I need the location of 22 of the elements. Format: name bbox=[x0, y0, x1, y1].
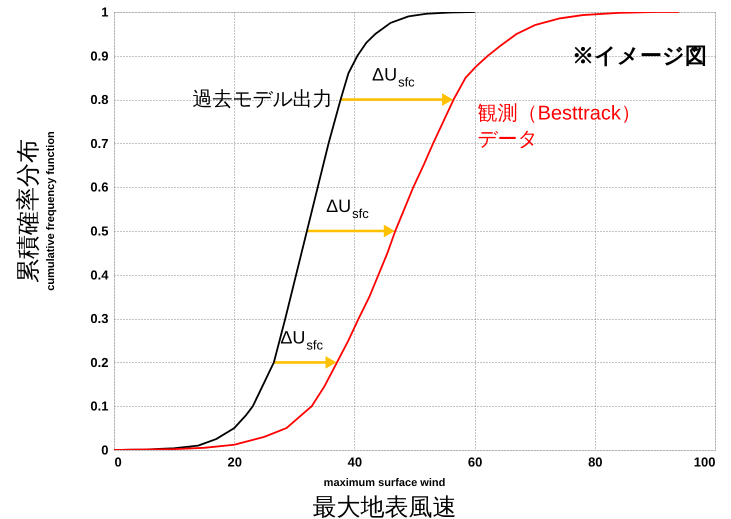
y-tick-label: 0 bbox=[101, 442, 108, 458]
series-label: 観測（Besttrack）データ bbox=[478, 102, 641, 151]
y-tick-label: 0.7 bbox=[90, 136, 108, 151]
y-tick-label: 0.2 bbox=[90, 354, 108, 370]
y-axis-title: 累積確率分布 cumulative frequency function bbox=[15, 130, 57, 291]
y-tick-label: 0.5 bbox=[90, 224, 108, 238]
series-label: 過去モデル出力 bbox=[192, 88, 333, 111]
y-tick-label: 1 bbox=[101, 4, 108, 20]
x-tick-label: 20 bbox=[227, 454, 242, 470]
y-tick-label: 0.9 bbox=[90, 48, 108, 64]
y-tick-label: 0.4 bbox=[90, 267, 110, 282]
y-tick-label: 0.3 bbox=[90, 311, 108, 326]
x-axis-title: maximum surface wind 最大地表風速 bbox=[312, 477, 456, 519]
x-tick-label: 0 bbox=[114, 454, 122, 470]
y-tick-label: 0.1 bbox=[90, 398, 108, 414]
annotation: ※イメージ図 bbox=[572, 43, 707, 68]
y-tick-label: 0.8 bbox=[90, 92, 108, 108]
x-tick-label: 100 bbox=[694, 454, 716, 470]
x-tick-label: 80 bbox=[588, 454, 603, 470]
y-tick-label: 0.6 bbox=[90, 180, 108, 195]
x-tick-label: 40 bbox=[348, 454, 362, 470]
x-tick-label: 60 bbox=[468, 454, 482, 470]
